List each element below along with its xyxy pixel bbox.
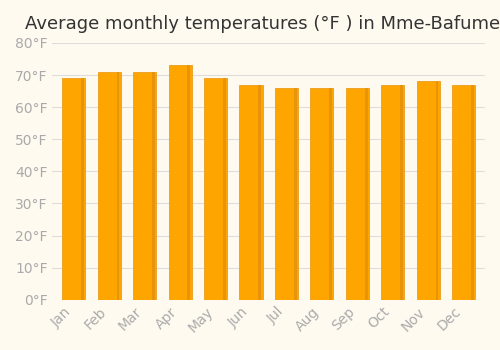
- Bar: [452, 85, 475, 300]
- Bar: [116, 72, 119, 300]
- Bar: [258, 85, 261, 300]
- Bar: [62, 78, 86, 300]
- Bar: [310, 88, 334, 300]
- Bar: [81, 78, 84, 300]
- Bar: [152, 72, 155, 300]
- Bar: [204, 78, 227, 300]
- Bar: [364, 88, 368, 300]
- Bar: [436, 82, 438, 300]
- Bar: [188, 65, 190, 300]
- Bar: [168, 65, 192, 300]
- Bar: [294, 88, 296, 300]
- Bar: [417, 82, 440, 300]
- Bar: [382, 85, 404, 300]
- Bar: [240, 85, 262, 300]
- Bar: [98, 72, 120, 300]
- Bar: [275, 88, 298, 300]
- Bar: [400, 85, 403, 300]
- Bar: [471, 85, 474, 300]
- Bar: [330, 88, 332, 300]
- Bar: [346, 88, 369, 300]
- Title: Average monthly temperatures (°F ) in Mme-Bafumen: Average monthly temperatures (°F ) in Mm…: [26, 15, 500, 33]
- Bar: [133, 72, 156, 300]
- Bar: [223, 78, 226, 300]
